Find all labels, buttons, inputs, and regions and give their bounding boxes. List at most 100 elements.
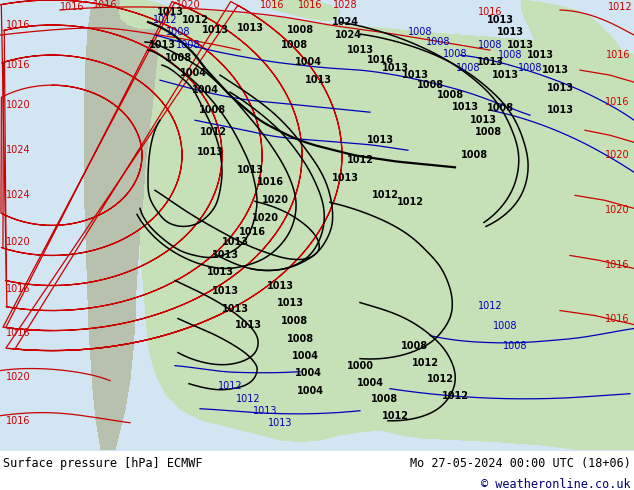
Text: 1016: 1016: [260, 0, 284, 10]
Text: 1013: 1013: [526, 50, 553, 60]
Text: Surface pressure [hPa] ECMWF: Surface pressure [hPa] ECMWF: [3, 457, 203, 469]
Text: 1013: 1013: [221, 303, 249, 314]
Text: 1016: 1016: [6, 284, 30, 294]
Text: 1012: 1012: [382, 411, 408, 421]
Text: 1016: 1016: [605, 97, 630, 107]
Text: 1004: 1004: [292, 351, 318, 361]
Text: 1013: 1013: [207, 268, 233, 277]
Text: 1016: 1016: [605, 314, 630, 323]
Text: 1013: 1013: [382, 63, 408, 73]
Text: 1012: 1012: [217, 381, 242, 391]
Text: 1024: 1024: [6, 190, 30, 200]
Text: 1013: 1013: [547, 83, 574, 93]
Text: 1008: 1008: [281, 316, 309, 325]
Text: 1013: 1013: [276, 297, 304, 308]
Text: 1008: 1008: [462, 150, 489, 160]
Text: 1013: 1013: [486, 15, 514, 25]
Text: 1016: 1016: [238, 227, 266, 238]
Text: 1012: 1012: [347, 155, 373, 165]
Text: 1012: 1012: [477, 300, 502, 311]
Text: 1008: 1008: [486, 103, 514, 113]
Text: 1012: 1012: [372, 190, 399, 200]
Text: 1012: 1012: [236, 393, 261, 404]
Text: 1008: 1008: [474, 127, 501, 137]
Text: 1008: 1008: [456, 63, 480, 73]
Text: 1013: 1013: [470, 115, 496, 125]
Text: 1013: 1013: [148, 40, 176, 50]
Text: 1013: 1013: [477, 57, 503, 67]
Text: 1028: 1028: [333, 0, 358, 10]
Text: 1013: 1013: [304, 75, 332, 85]
Text: 1013: 1013: [197, 147, 224, 157]
Text: 1008: 1008: [426, 37, 450, 47]
Text: 1016: 1016: [605, 50, 630, 60]
Text: 1016: 1016: [6, 60, 30, 70]
Text: 1004: 1004: [179, 68, 207, 78]
Text: Mo 27-05-2024 00:00 UTC (18+06): Mo 27-05-2024 00:00 UTC (18+06): [410, 457, 631, 469]
Text: 1013: 1013: [547, 105, 574, 115]
Text: 1008: 1008: [287, 25, 314, 35]
Text: 1020: 1020: [176, 0, 200, 10]
Text: 1008: 1008: [498, 50, 522, 60]
Text: 1013: 1013: [266, 280, 294, 291]
Text: 1008: 1008: [281, 40, 309, 50]
Text: 1016: 1016: [298, 0, 322, 10]
Text: 1016: 1016: [257, 177, 283, 187]
Text: 1012: 1012: [181, 15, 209, 25]
Text: 1004: 1004: [295, 57, 321, 67]
Text: 1000: 1000: [347, 361, 373, 370]
Text: 1013: 1013: [451, 102, 479, 112]
Text: 1016: 1016: [93, 0, 117, 10]
Text: 1013: 1013: [236, 23, 264, 33]
Text: 1008: 1008: [503, 341, 527, 351]
Text: 1013: 1013: [221, 238, 249, 247]
Text: 1004: 1004: [297, 386, 323, 396]
Text: 1020: 1020: [252, 213, 278, 223]
Text: 1012: 1012: [396, 197, 424, 207]
Text: 1008: 1008: [164, 53, 191, 63]
Text: 1016: 1016: [366, 55, 394, 65]
Text: 1008: 1008: [372, 393, 399, 404]
Text: 1024: 1024: [6, 145, 30, 155]
Text: 1013: 1013: [401, 70, 429, 80]
Text: 1013: 1013: [496, 27, 524, 37]
Text: 1013: 1013: [332, 173, 358, 183]
Text: 1012: 1012: [427, 374, 453, 384]
Text: 1013: 1013: [366, 135, 394, 145]
Text: 1008: 1008: [198, 105, 226, 115]
Text: 1012: 1012: [153, 15, 178, 25]
Text: 1020: 1020: [6, 372, 30, 382]
Text: 1020: 1020: [6, 100, 30, 110]
Text: 1013: 1013: [212, 286, 238, 295]
Text: 1008: 1008: [478, 40, 502, 50]
Text: 1012: 1012: [200, 127, 226, 137]
Text: 1016: 1016: [478, 7, 502, 17]
Text: 1004: 1004: [191, 85, 219, 95]
Text: 1024: 1024: [335, 30, 361, 40]
Text: 1013: 1013: [235, 319, 261, 330]
Text: 1013: 1013: [253, 406, 277, 416]
Text: 1012: 1012: [411, 358, 439, 368]
Text: 1013: 1013: [157, 7, 183, 17]
Text: 1016: 1016: [6, 328, 30, 338]
Text: 1016: 1016: [60, 2, 84, 12]
Text: © weatheronline.co.uk: © weatheronline.co.uk: [481, 478, 631, 490]
Text: 1013: 1013: [268, 418, 292, 428]
Text: 1020: 1020: [261, 196, 288, 205]
Text: 1004: 1004: [295, 368, 321, 378]
Text: 1012: 1012: [607, 2, 632, 12]
Text: 1008: 1008: [436, 90, 463, 100]
Text: 1024: 1024: [332, 17, 358, 27]
Text: 1020: 1020: [605, 150, 630, 160]
Text: 1013: 1013: [347, 45, 373, 55]
Text: 1020: 1020: [605, 205, 630, 216]
Text: 1016: 1016: [6, 416, 30, 426]
Text: 1008: 1008: [401, 341, 429, 351]
Text: 1008: 1008: [176, 40, 200, 50]
Text: 1016: 1016: [6, 20, 30, 30]
Text: 1008: 1008: [287, 334, 314, 343]
Text: 1020: 1020: [6, 238, 30, 247]
Text: 1013: 1013: [202, 25, 228, 35]
Text: 1008: 1008: [165, 27, 190, 37]
Text: 1008: 1008: [443, 49, 467, 59]
